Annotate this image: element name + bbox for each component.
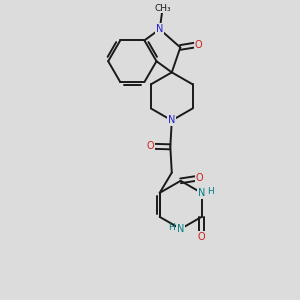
Text: N: N	[198, 188, 205, 198]
Text: O: O	[146, 141, 154, 151]
Text: H: H	[168, 223, 175, 232]
Text: O: O	[196, 173, 204, 183]
Text: H: H	[207, 187, 214, 196]
Text: N: N	[168, 116, 176, 125]
Text: CH₃: CH₃	[154, 4, 171, 13]
Text: O: O	[198, 232, 205, 242]
Text: O: O	[195, 40, 203, 50]
Text: N: N	[177, 224, 184, 234]
Text: N: N	[156, 24, 164, 34]
